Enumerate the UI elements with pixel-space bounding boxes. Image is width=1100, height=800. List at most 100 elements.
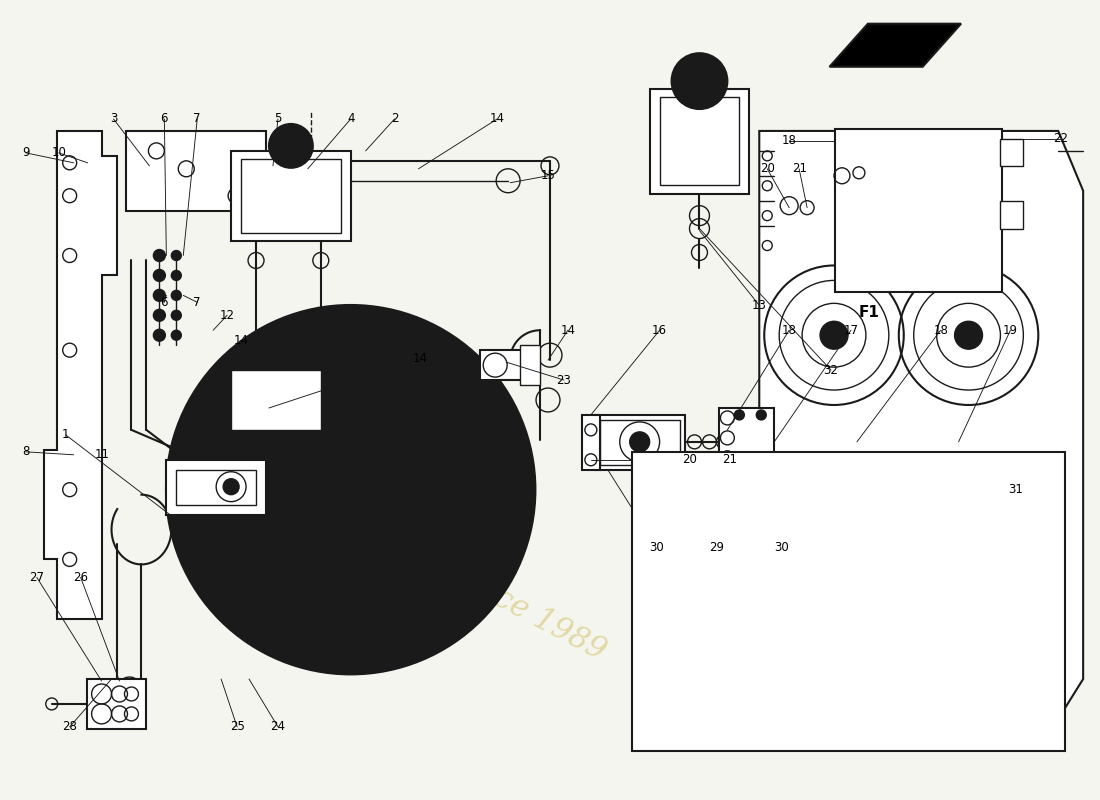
Bar <box>719 408 774 476</box>
Circle shape <box>321 194 331 204</box>
Bar <box>582 415 600 470</box>
Text: 4: 4 <box>346 113 354 126</box>
Circle shape <box>153 270 165 282</box>
Circle shape <box>821 530 848 558</box>
Text: 24: 24 <box>271 720 285 734</box>
Text: 21: 21 <box>722 454 737 466</box>
Text: 21: 21 <box>792 162 806 175</box>
Circle shape <box>680 61 719 101</box>
Text: 3: 3 <box>110 113 118 126</box>
Bar <box>520 345 540 385</box>
Bar <box>632 452 1065 750</box>
Circle shape <box>757 410 767 420</box>
Circle shape <box>223 478 239 494</box>
Text: 7: 7 <box>194 113 201 126</box>
Text: 14: 14 <box>560 324 575 337</box>
Text: 32: 32 <box>824 364 838 377</box>
Circle shape <box>262 401 276 415</box>
Text: 22: 22 <box>1053 133 1068 146</box>
Text: 18: 18 <box>782 324 796 337</box>
Polygon shape <box>1000 139 1023 166</box>
Text: 11: 11 <box>95 448 110 462</box>
Text: since 1989: since 1989 <box>821 230 917 292</box>
Text: 10: 10 <box>52 146 66 159</box>
Text: since 1989: since 1989 <box>449 562 612 667</box>
Bar <box>660 97 739 185</box>
Bar <box>650 89 749 194</box>
Text: 30: 30 <box>773 541 789 554</box>
Text: maranello: maranello <box>254 363 487 516</box>
Text: 14: 14 <box>490 113 505 126</box>
Bar <box>166 460 266 514</box>
Text: 16: 16 <box>652 324 667 337</box>
Text: 1: 1 <box>62 428 69 442</box>
Circle shape <box>757 462 767 473</box>
Text: 28: 28 <box>63 720 77 734</box>
Text: 17: 17 <box>844 324 858 337</box>
Bar <box>87 679 146 729</box>
Circle shape <box>153 310 165 322</box>
Text: 9: 9 <box>22 146 30 159</box>
Circle shape <box>153 250 165 262</box>
Text: 8: 8 <box>22 446 30 458</box>
Text: 14: 14 <box>233 334 249 346</box>
Polygon shape <box>1000 201 1023 229</box>
Text: 26: 26 <box>73 571 88 584</box>
Text: 14: 14 <box>412 352 428 365</box>
Text: 20: 20 <box>682 454 697 466</box>
Text: 6: 6 <box>161 113 168 126</box>
Text: 30: 30 <box>649 541 664 554</box>
Text: F1: F1 <box>858 305 879 320</box>
Circle shape <box>276 131 306 161</box>
Bar <box>595 415 684 470</box>
Text: 15: 15 <box>540 170 556 182</box>
Bar <box>481 350 535 380</box>
Text: 18: 18 <box>782 134 796 147</box>
Circle shape <box>241 194 251 204</box>
Circle shape <box>153 290 165 302</box>
Bar <box>176 470 256 505</box>
Text: 7: 7 <box>194 296 201 309</box>
Polygon shape <box>44 131 117 619</box>
Circle shape <box>153 330 165 342</box>
Text: 18: 18 <box>933 324 948 337</box>
Text: 5: 5 <box>274 113 282 126</box>
Polygon shape <box>759 131 1084 719</box>
Circle shape <box>166 306 535 674</box>
Text: 27: 27 <box>30 571 44 584</box>
Text: 20: 20 <box>760 162 774 175</box>
Circle shape <box>172 310 182 320</box>
Circle shape <box>901 193 937 229</box>
Circle shape <box>172 250 182 261</box>
Bar <box>231 151 351 241</box>
Bar <box>835 129 1002 292</box>
Circle shape <box>301 194 311 204</box>
Circle shape <box>821 322 848 349</box>
Polygon shape <box>126 131 266 210</box>
Circle shape <box>839 131 999 290</box>
Circle shape <box>270 124 312 168</box>
Circle shape <box>955 530 982 558</box>
Text: 19: 19 <box>1003 324 1018 337</box>
Text: 12: 12 <box>220 309 234 322</box>
Text: 13: 13 <box>751 299 767 312</box>
Bar <box>231 370 321 430</box>
Circle shape <box>284 401 298 415</box>
Text: 23: 23 <box>557 374 571 386</box>
Circle shape <box>672 54 727 109</box>
Circle shape <box>262 375 276 389</box>
Circle shape <box>284 375 298 389</box>
Text: 25: 25 <box>230 720 244 734</box>
Text: 6: 6 <box>161 296 168 309</box>
Bar <box>600 420 680 465</box>
Text: a passion: a passion <box>356 484 524 594</box>
Circle shape <box>239 401 253 415</box>
Text: 31: 31 <box>1008 483 1023 496</box>
Bar <box>241 159 341 233</box>
Text: 2: 2 <box>390 113 398 126</box>
Text: 29: 29 <box>708 541 724 554</box>
Circle shape <box>735 462 745 473</box>
Circle shape <box>735 410 745 420</box>
Circle shape <box>629 432 650 452</box>
Polygon shape <box>829 24 961 66</box>
